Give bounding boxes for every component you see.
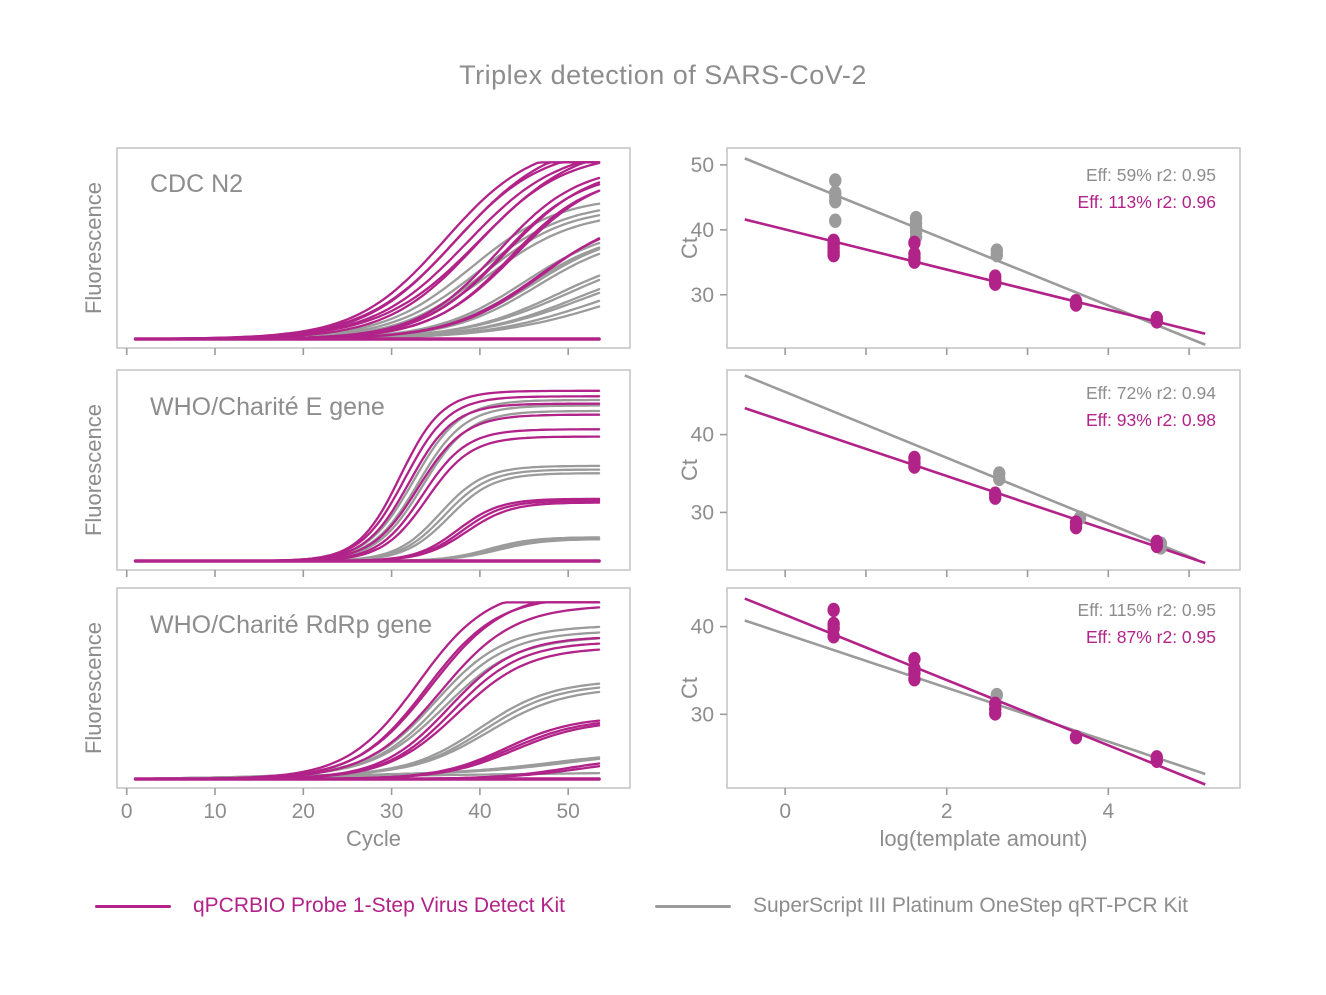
legend-item-superscript: SuperScript III Platinum OneStep qRT-PCR… — [655, 891, 1188, 921]
y-axis-label-ct-3: Ct — [677, 677, 702, 699]
y-axis-label-fluorescence-3: Fluorescence — [81, 621, 106, 755]
svg-text:10: 10 — [203, 800, 226, 823]
svg-text:50: 50 — [691, 154, 714, 177]
legend-label: qPCRBIO Probe 1-Step Virus Detect Kit — [193, 894, 565, 917]
y-axis-label-fluorescence-1: Fluorescence — [81, 181, 106, 315]
eff-annotation-rdrp-gene: Eff: 115% r2: 0.95 Eff: 87% r2: 0.95 — [900, 597, 1216, 651]
svg-text:30: 30 — [691, 501, 714, 524]
legend-item-qpcrbio: qPCRBIO Probe 1-Step Virus Detect Kit — [95, 891, 565, 921]
svg-text:40: 40 — [691, 219, 714, 242]
panel-label-rdrp-gene: WHO/Charité RdRp gene — [150, 611, 433, 639]
y-axis-label-fluorescence-2: Fluorescence — [81, 403, 106, 537]
svg-text:20: 20 — [292, 800, 315, 823]
svg-text:30: 30 — [380, 800, 403, 823]
eff-gray-line: Eff: 115% r2: 0.95 — [1077, 600, 1216, 620]
eff-magenta-line: Eff: 87% r2: 0.95 — [1085, 627, 1216, 647]
x-axis-label-cycle: Cycle — [345, 826, 401, 851]
eff-annotation-cdc-n2: Eff: 59% r2: 0.95 Eff: 113% r2: 0.96 — [900, 162, 1216, 216]
figure-title: Triplex detection of SARS-CoV-2 — [459, 60, 867, 90]
eff-gray-line: Eff: 72% r2: 0.94 — [1085, 383, 1216, 403]
svg-text:40: 40 — [691, 616, 714, 639]
svg-text:4: 4 — [1102, 800, 1114, 823]
svg-text:30: 30 — [691, 284, 714, 307]
svg-text:40: 40 — [468, 800, 491, 823]
legend-label: SuperScript III Platinum OneStep qRT-PCR… — [753, 894, 1188, 917]
eff-annotation-e-gene: Eff: 72% r2: 0.94 Eff: 93% r2: 0.98 — [900, 380, 1216, 434]
svg-text:0: 0 — [779, 800, 791, 823]
magenta-line-swatch — [95, 904, 171, 908]
svg-text:0: 0 — [121, 800, 133, 823]
eff-magenta-line: Eff: 93% r2: 0.98 — [1085, 410, 1216, 430]
y-axis-label-ct-2: Ct — [677, 459, 702, 481]
svg-text:40: 40 — [691, 424, 714, 447]
panel-label-cdc-n2: CDC N2 — [150, 170, 244, 198]
gray-line-swatch — [655, 904, 731, 908]
svg-text:2: 2 — [941, 800, 953, 823]
eff-magenta-line: Eff: 113% r2: 0.96 — [1077, 192, 1216, 212]
svg-text:30: 30 — [691, 703, 714, 726]
panel-label-e-gene: WHO/Charité E gene — [150, 393, 385, 421]
svg-text:50: 50 — [557, 800, 580, 823]
y-axis-label-ct-1: Ct — [677, 237, 702, 259]
eff-gray-line: Eff: 59% r2: 0.95 — [1085, 165, 1216, 185]
x-axis-label-log-template: log(template amount) — [879, 826, 1088, 851]
